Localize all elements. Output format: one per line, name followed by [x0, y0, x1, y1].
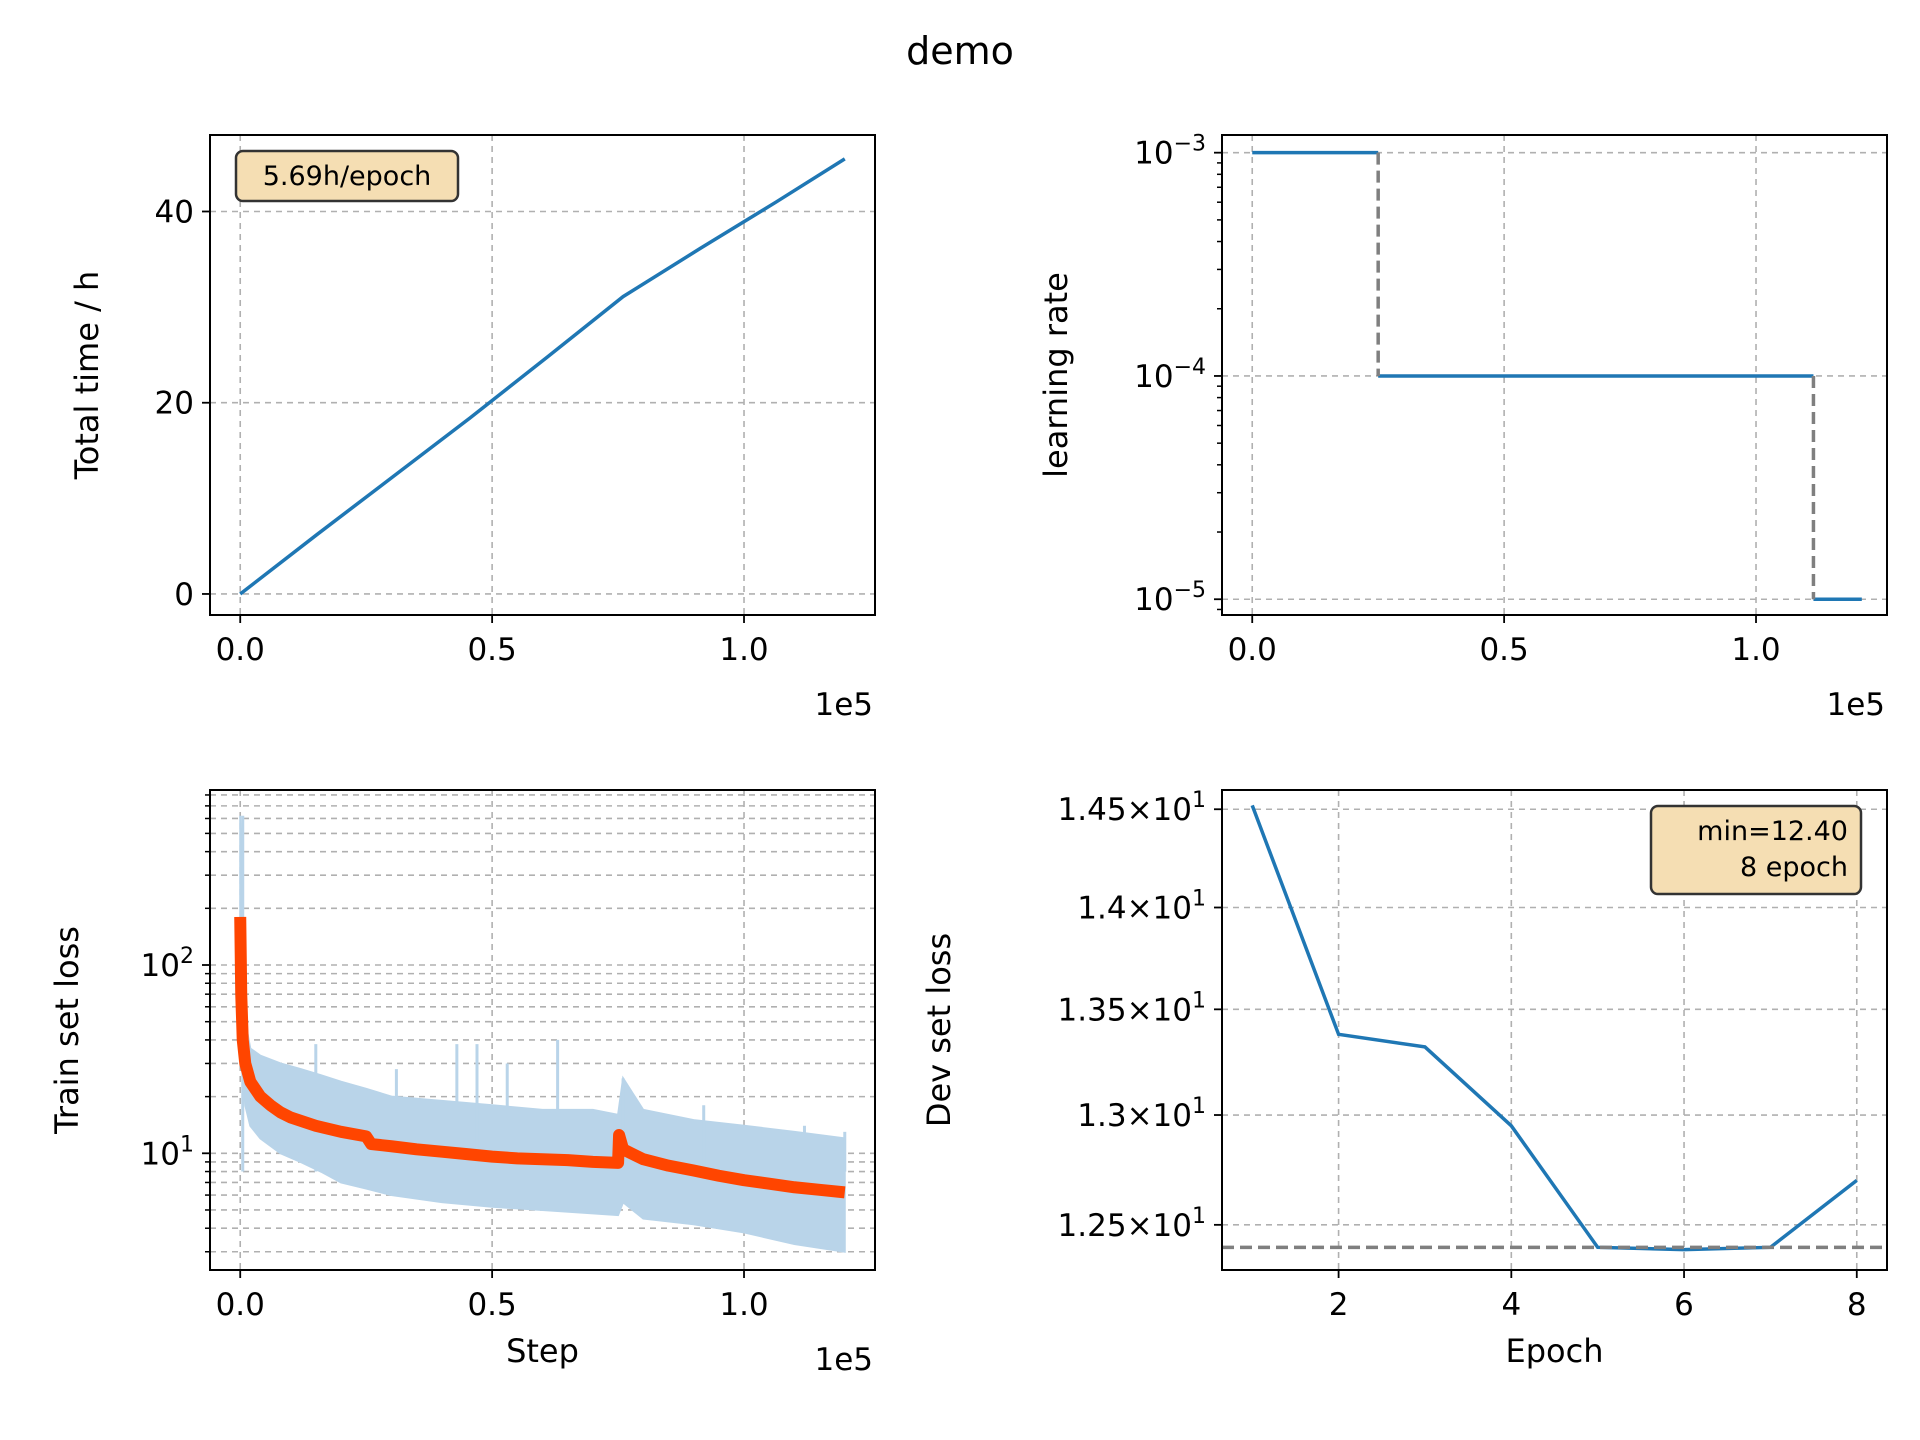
- plot-area: [234, 815, 847, 1253]
- x-offset-label: 1e5: [814, 1342, 873, 1378]
- x-tick-label: 0.0: [216, 1287, 265, 1323]
- x-tick-label: 1.0: [719, 1287, 768, 1323]
- y-tick-label: 40: [155, 194, 194, 230]
- subplot-2: 0.0 0.5 1.0 10−5 10−4 10−3 1e5 learning rate: [1037, 132, 1888, 723]
- y-tick-label: 1.3×101: [1077, 1094, 1206, 1134]
- subplot-3: 0.0 0.5 1.0 101 102 1e5 Step Train set loss: [48, 789, 876, 1378]
- x-tick-label: 0.5: [1479, 632, 1528, 668]
- y-tick-label: 1.35×101: [1058, 988, 1206, 1028]
- y-axis-label: Total time / h: [68, 271, 106, 481]
- y-axis-label: Train set loss: [48, 926, 86, 1135]
- y-tick-label: 1.45×101: [1058, 788, 1206, 828]
- y-tick-label: 1.4×101: [1077, 887, 1206, 927]
- smoothed-loss-line: [234, 916, 846, 1199]
- x-tick-label: 1.0: [1731, 632, 1780, 668]
- x-axis-label: Epoch: [1506, 1332, 1604, 1370]
- y-tick-label: 10−4: [1134, 355, 1206, 395]
- subplots: 0.0 0.5 1.0 0 20 40 1e5 Total time / h 5.69h/epo…: [48, 132, 1888, 1378]
- y-tick-label: 20: [155, 386, 194, 422]
- y-axis-label: learning rate: [1037, 272, 1075, 478]
- axes-frame: [1221, 789, 1888, 1271]
- y-tick-label: 101: [141, 1132, 194, 1172]
- axes-frame: [209, 134, 876, 616]
- annotation-text: 5.69h/epoch: [263, 161, 432, 192]
- y-tick-label: 102: [141, 944, 194, 984]
- plot-area: [1252, 150, 1862, 601]
- subplot-1: 0.0 0.5 1.0 0 20 40 1e5 Total time / h 5.69h/epo…: [68, 134, 876, 723]
- series-line-total-time: [239, 157, 846, 596]
- x-tick-label: 0.5: [467, 632, 516, 668]
- axes-frame: [1221, 134, 1888, 616]
- x-tick-label: 4: [1501, 1287, 1521, 1323]
- y-tick-label: 0: [174, 577, 194, 613]
- x-offset-label: 1e5: [1826, 687, 1885, 723]
- x-tick-label: 8: [1847, 1287, 1867, 1323]
- x-offset-label: 1e5: [814, 687, 873, 723]
- x-tick-label: 1.0: [719, 632, 768, 668]
- x-axis-label: Step: [506, 1332, 579, 1370]
- y-tick-label: 1.25×101: [1058, 1204, 1206, 1244]
- y-axis-label: Dev set loss: [920, 933, 958, 1127]
- annotation-box: [1649, 804, 1863, 896]
- grid: [210, 135, 875, 615]
- dev-loss-line: [1250, 804, 1858, 1252]
- y-tick-label: 10−3: [1134, 132, 1206, 172]
- x-tick-label: 0.0: [216, 632, 265, 668]
- x-tick-label: 2: [1329, 1287, 1349, 1323]
- x-tick-label: 0.0: [1228, 632, 1277, 668]
- plot-area: [1222, 804, 1887, 1252]
- x-tick-label: 6: [1674, 1287, 1694, 1323]
- annotation-text-epoch: 8 epoch: [1740, 852, 1848, 883]
- x-tick-label: 0.5: [467, 1287, 516, 1323]
- plot-area: [239, 157, 846, 596]
- annotation-box: [234, 149, 460, 203]
- annotation-text-min: min=12.40: [1697, 816, 1848, 847]
- figure-title: demo: [906, 29, 1014, 73]
- axes-frame: [209, 789, 876, 1271]
- y-tick-label: 10−5: [1134, 578, 1206, 618]
- subplot-4: 2 4 6 8 1.25×101 1.3×101 1.35×101 1.4×101 1.45×1…: [920, 788, 1888, 1370]
